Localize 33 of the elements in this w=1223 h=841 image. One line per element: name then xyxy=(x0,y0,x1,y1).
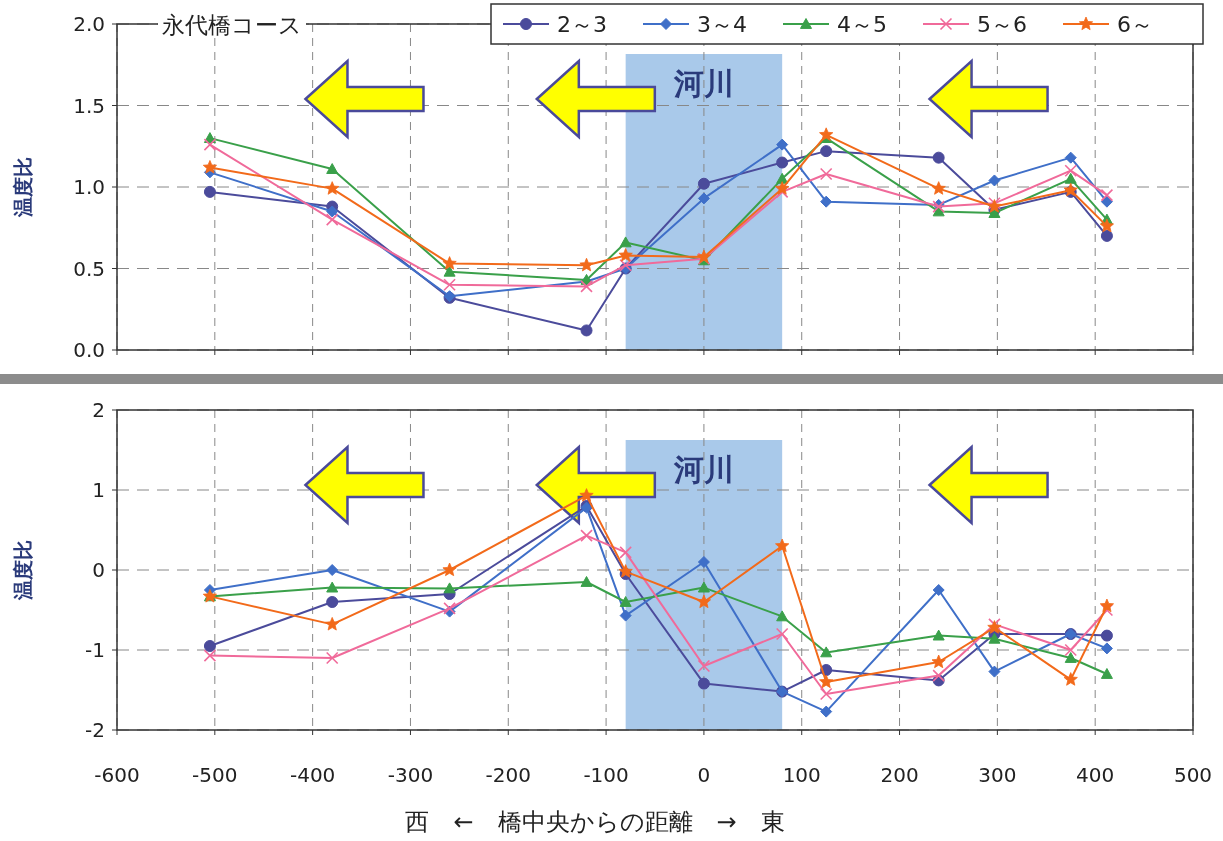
y-tick-label: 2.0 xyxy=(73,12,105,36)
y-tick-label: -1 xyxy=(85,638,105,662)
band-label: 河川 xyxy=(672,66,734,101)
y-axis-title: 温度比 xyxy=(11,157,35,218)
y-tick-label: 0.0 xyxy=(73,338,105,362)
y-tick-label: 1 xyxy=(92,478,105,502)
y-tick-label: 2 xyxy=(92,398,105,422)
x-tick-label: -400 xyxy=(289,763,336,787)
legend-label: 4～5 xyxy=(837,12,887,37)
chart-title: 永代橋コース xyxy=(162,12,302,38)
legend-label: 3～4 xyxy=(697,12,747,37)
y-tick-label: -2 xyxy=(85,718,105,742)
y-tick-label: 1.0 xyxy=(73,175,105,199)
band-label: 河川 xyxy=(672,452,734,487)
y-tick-label: 0.5 xyxy=(73,256,105,281)
legend-label: 6～ xyxy=(1117,12,1153,37)
x-axis-title: 西 ← 橋中央からの距離 → 東 xyxy=(405,808,785,836)
x-tick-label: -600 xyxy=(94,763,140,787)
y-tick-label: 0 xyxy=(92,558,105,582)
x-tick-label: 0 xyxy=(697,763,711,787)
x-tick-label: 400 xyxy=(1076,763,1115,787)
x-tick-label: -100 xyxy=(583,763,629,787)
x-tick-label: -500 xyxy=(192,763,238,787)
x-tick-label: 300 xyxy=(978,763,1017,787)
x-tick-label: -200 xyxy=(485,763,531,787)
legend-label: 5～6 xyxy=(977,12,1027,37)
legend-label: 2～3 xyxy=(557,12,607,37)
x-tick-label: 500 xyxy=(1173,763,1213,787)
x-tick-label: 100 xyxy=(782,763,821,787)
x-tick-label: -300 xyxy=(387,763,434,787)
x-tick-label: 200 xyxy=(880,763,919,787)
y-axis-title: 温度比 xyxy=(11,540,35,601)
y-tick-label: 1.5 xyxy=(73,93,105,118)
